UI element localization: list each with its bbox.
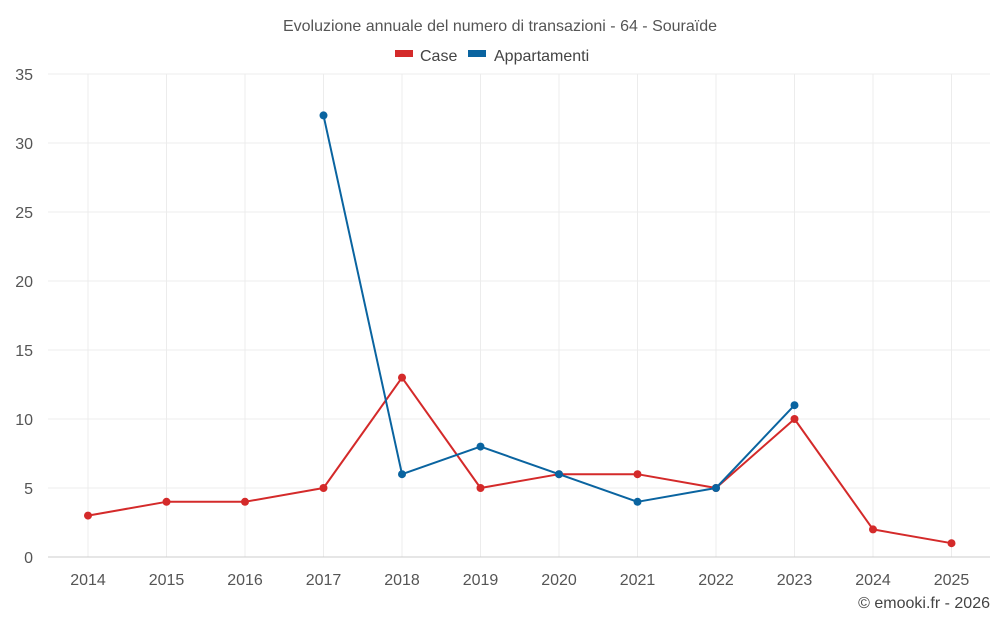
series-appartamenti	[319, 111, 799, 506]
x-tick-label: 2017	[306, 572, 342, 589]
credit-text: © emooki.fr - 2026	[858, 595, 990, 612]
legend-label-case[interactable]: Case	[420, 48, 457, 65]
x-tick-label: 2023	[777, 572, 813, 589]
y-tick-label: 25	[15, 205, 33, 222]
y-tick-label: 35	[15, 67, 33, 84]
data-point-case[interactable]	[869, 525, 877, 534]
data-point-case[interactable]	[162, 497, 171, 506]
series	[84, 111, 956, 548]
x-tick-label: 2016	[227, 572, 263, 589]
series-line-case	[87, 376, 952, 545]
data-point-appartamenti[interactable]	[319, 111, 328, 120]
chart-title: Evoluzione annuale del numero di transaz…	[283, 18, 717, 35]
y-tick-label: 30	[15, 136, 33, 153]
data-point-appartamenti[interactable]	[398, 470, 406, 479]
y-tick-label: 10	[15, 412, 33, 429]
data-point-case[interactable]	[241, 497, 249, 506]
y-tick-label: 5	[24, 481, 33, 498]
x-tick-label: 2019	[463, 572, 499, 589]
legend-label-appartamenti[interactable]: Appartamenti	[494, 48, 589, 65]
x-tick-label: 2015	[149, 572, 185, 589]
legend: Case Appartamenti	[395, 48, 589, 65]
data-point-case[interactable]	[84, 511, 92, 520]
data-point-appartamenti[interactable]	[476, 442, 485, 451]
x-tick-label: 2024	[855, 572, 891, 589]
legend-swatch-case	[395, 50, 413, 57]
data-point-case[interactable]	[790, 415, 799, 423]
data-point-case[interactable]	[947, 539, 956, 548]
legend-swatch-appartamenti	[468, 50, 486, 57]
data-point-appartamenti[interactable]	[790, 401, 799, 410]
x-tick-label: 2020	[541, 572, 577, 589]
y-tick-label: 20	[15, 274, 33, 291]
x-tick-label: 2022	[698, 572, 734, 589]
data-point-case[interactable]	[633, 470, 642, 479]
data-point-case[interactable]	[398, 373, 406, 382]
data-point-appartamenti[interactable]	[712, 484, 720, 492]
data-point-appartamenti[interactable]	[633, 497, 642, 506]
series-case	[84, 373, 956, 548]
data-point-appartamenti[interactable]	[555, 470, 563, 479]
x-tick-label: 2014	[70, 572, 106, 589]
y-tick-label: 0	[24, 550, 33, 567]
x-tick-label: 2021	[620, 572, 656, 589]
grid	[48, 73, 990, 557]
y-tick-label: 15	[15, 343, 33, 360]
data-point-case[interactable]	[319, 484, 328, 492]
x-tick-label: 2018	[384, 572, 420, 589]
data-point-case[interactable]	[476, 484, 485, 492]
x-tick-label: 2025	[934, 572, 970, 589]
